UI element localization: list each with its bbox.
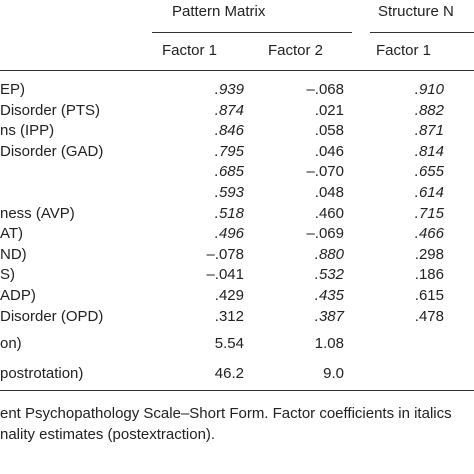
cell: –.041 — [206, 266, 244, 284]
cell: 1.08 — [314, 335, 344, 352]
row-label: ness (AVP) — [0, 204, 75, 222]
cell: .496 — [214, 225, 244, 243]
group-header: Pattern Matrix — [172, 3, 266, 20]
rule — [370, 32, 474, 33]
row-label: EP) — [0, 81, 26, 98]
cell: –.069 — [306, 225, 344, 243]
cell: 5.54 — [214, 335, 244, 352]
cell: .532 — [314, 266, 344, 284]
cell: .655 — [414, 163, 444, 181]
cell: 9.0 — [323, 365, 344, 382]
cell: .846 — [214, 122, 244, 140]
cell: .312 — [214, 307, 244, 325]
cell: .518 — [214, 204, 244, 222]
cell: .880 — [314, 245, 344, 263]
cell: .435 — [314, 287, 344, 304]
column-header: Factor 1 — [376, 42, 432, 59]
cell: .939 — [214, 81, 244, 98]
cell: .387 — [314, 307, 344, 325]
rule — [152, 32, 352, 33]
rule — [0, 70, 474, 71]
cell: .298 — [414, 245, 444, 263]
cell: .046 — [314, 142, 344, 160]
cell: .615 — [414, 287, 444, 304]
cell: .058 — [314, 122, 344, 140]
cell: .021 — [314, 101, 344, 119]
footnote: ent Psychopathology Scale–Short Form. Fa… — [0, 405, 452, 422]
cell: .614 — [414, 184, 444, 201]
row-label: Disorder (PTS) — [0, 101, 101, 119]
cell: .882 — [414, 101, 444, 119]
rule — [0, 390, 474, 391]
cell: .478 — [414, 307, 444, 325]
cell: –.070 — [306, 163, 344, 181]
cell: .871 — [414, 122, 444, 140]
cell: .466 — [414, 225, 444, 243]
footnote: nality estimates (postextraction). — [0, 426, 216, 443]
column-header: Factor 1 — [162, 42, 218, 59]
cell: 46.2 — [214, 365, 244, 382]
column-header: Factor 2 — [268, 42, 324, 59]
row-label: Disorder (GAD) — [0, 142, 104, 160]
cell: .685 — [214, 163, 244, 181]
row-label: ND) — [0, 245, 27, 263]
cell: .186 — [414, 266, 444, 284]
cell: .593 — [214, 184, 244, 201]
cell: –.078 — [206, 245, 244, 263]
row-label: postrotation) — [0, 365, 84, 382]
cell: .715 — [414, 204, 444, 222]
row-label: ns (IPP) — [0, 122, 55, 140]
cell: .814 — [414, 142, 444, 160]
row-label: AT) — [0, 225, 24, 243]
row-label: S) — [0, 266, 15, 284]
cell: .910 — [414, 81, 444, 98]
cell: .429 — [214, 287, 244, 304]
group-header: Structure N — [378, 3, 454, 20]
cell: –.068 — [306, 81, 344, 98]
row-label: ADP) — [0, 287, 36, 304]
cell: .874 — [214, 101, 244, 119]
cell: .795 — [214, 142, 244, 160]
cell: .048 — [314, 184, 344, 201]
row-label: on) — [0, 335, 22, 352]
row-label: Disorder (OPD) — [0, 307, 104, 325]
cell: .460 — [314, 204, 344, 222]
